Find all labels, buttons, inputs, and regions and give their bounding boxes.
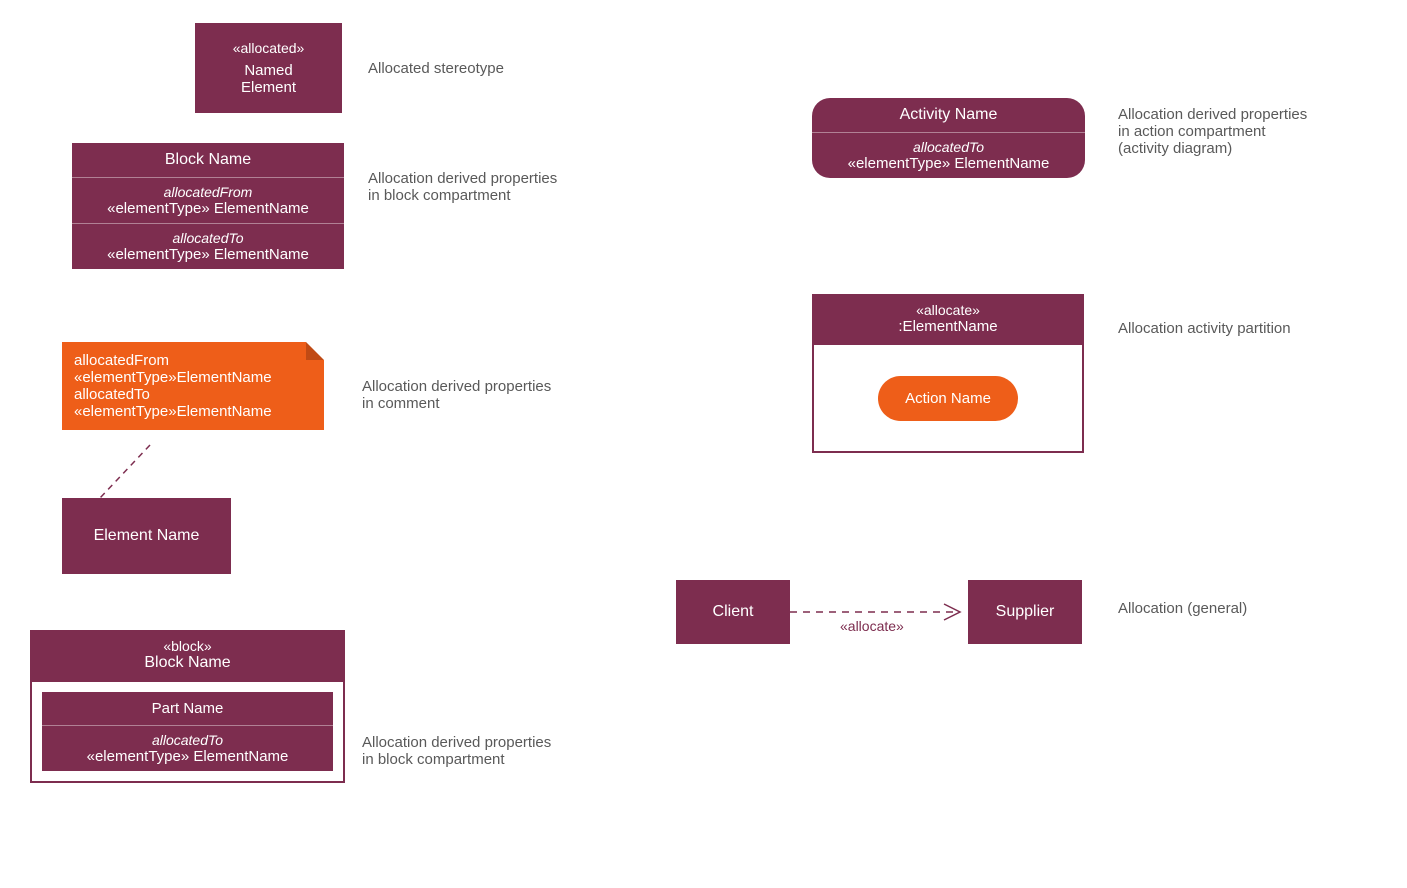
note-l3: allocatedTo bbox=[74, 386, 312, 403]
note-l1: allocatedFrom bbox=[74, 352, 312, 369]
label-comment-l2: in comment bbox=[362, 395, 551, 412]
partition-body: Action Name bbox=[812, 343, 1084, 453]
label-block-props-l1: Allocation derived properties bbox=[368, 170, 557, 187]
label-block-props-l2: in block compartment bbox=[368, 187, 557, 204]
block-part-header: «block» Block Name bbox=[30, 630, 345, 680]
note-l4: «elementType»ElementName bbox=[74, 403, 312, 420]
label-block-part: Allocation derived properties in block c… bbox=[362, 734, 551, 768]
partition-header: «allocate» :ElementName bbox=[812, 294, 1084, 343]
activity-title: Activity Name bbox=[812, 98, 1085, 132]
block-allocation-properties: Block Name allocatedFrom «elementType» E… bbox=[72, 143, 344, 269]
stereotype-label: «allocated» bbox=[233, 40, 305, 56]
label-activity-l2: in action compartment bbox=[1118, 123, 1307, 140]
block-part-title: Block Name bbox=[38, 654, 337, 672]
block-with-part: «block» Block Name Part Name allocatedTo… bbox=[30, 630, 345, 783]
part-alloc-body: «elementType» ElementName bbox=[50, 748, 325, 765]
label-block-properties: Allocation derived properties in block c… bbox=[368, 170, 557, 204]
note-l2: «elementType»ElementName bbox=[74, 369, 312, 386]
label-activity-l1: Allocation derived properties bbox=[1118, 106, 1307, 123]
activity-partition: «allocate» :ElementName Action Name bbox=[812, 294, 1084, 453]
element-name-box: Element Name bbox=[62, 498, 231, 574]
label-block-part-l1: Allocation derived properties bbox=[362, 734, 551, 751]
label-comment-note: Allocation derived properties in comment bbox=[362, 378, 551, 412]
allocated-stereotype-block: «allocated» Named Element bbox=[195, 23, 342, 113]
allocate-arrow-label: «allocate» bbox=[840, 618, 904, 634]
allocation-comment-note: allocatedFrom «elementType»ElementName a… bbox=[62, 342, 324, 430]
partition-title: :ElementName bbox=[820, 318, 1076, 335]
alloc-from-head: allocatedFrom bbox=[80, 184, 336, 200]
activity-alloc-body: «elementType» ElementName bbox=[820, 155, 1077, 172]
label-block-part-l2: in block compartment bbox=[362, 751, 551, 768]
activity-compartment: allocatedTo «elementType» ElementName bbox=[812, 132, 1085, 178]
block-compartment-1: allocatedFrom «elementType» ElementName bbox=[72, 177, 344, 223]
block-part-stereotype: «block» bbox=[38, 638, 337, 654]
label-activity-l3: (activity diagram) bbox=[1118, 140, 1307, 157]
label-activity-block: Allocation derived properties in action … bbox=[1118, 106, 1307, 157]
action-name-pill: Action Name bbox=[878, 376, 1018, 421]
named-element-line2: Element bbox=[241, 79, 296, 96]
label-partition: Allocation activity partition bbox=[1118, 320, 1291, 337]
partition-stereotype: «allocate» bbox=[820, 302, 1076, 318]
client-box: Client bbox=[676, 580, 790, 644]
label-comment-l1: Allocation derived properties bbox=[362, 378, 551, 395]
block-compartment-2: allocatedTo «elementType» ElementName bbox=[72, 223, 344, 269]
label-allocated-stereotype: Allocated stereotype bbox=[368, 60, 504, 77]
alloc-to-body: «elementType» ElementName bbox=[80, 246, 336, 263]
block-part-body: Part Name allocatedTo «elementType» Elem… bbox=[30, 680, 345, 783]
label-allocation-general: Allocation (general) bbox=[1118, 600, 1247, 617]
part-compartment: allocatedTo «elementType» ElementName bbox=[42, 725, 333, 771]
alloc-to-head: allocatedTo bbox=[80, 230, 336, 246]
activity-block: Activity Name allocatedTo «elementType» … bbox=[812, 98, 1085, 178]
part-title: Part Name bbox=[42, 692, 333, 725]
named-element-line1: Named bbox=[244, 62, 292, 79]
supplier-box: Supplier bbox=[968, 580, 1082, 644]
activity-alloc-head: allocatedTo bbox=[820, 139, 1077, 155]
alloc-from-body: «elementType» ElementName bbox=[80, 200, 336, 217]
block-title: Block Name bbox=[72, 143, 344, 177]
part-alloc-head: allocatedTo bbox=[50, 732, 325, 748]
